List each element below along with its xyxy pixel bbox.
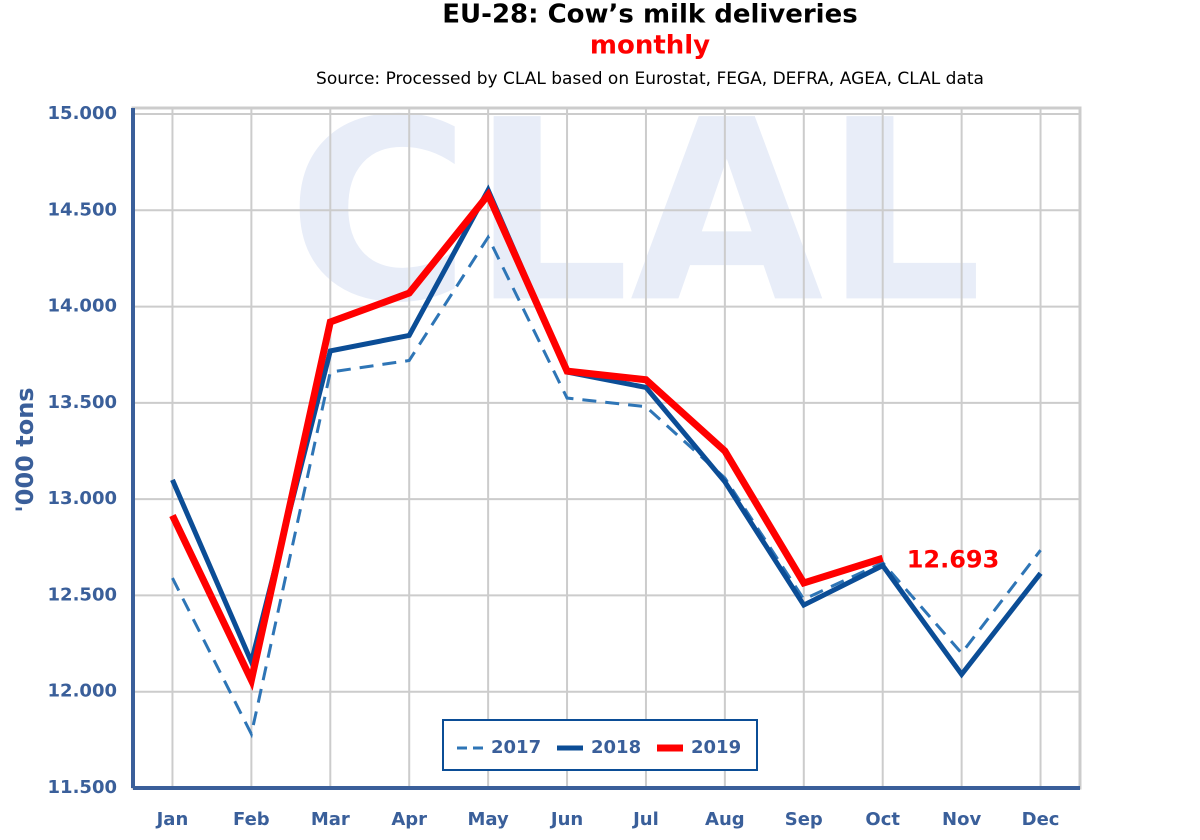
x-tick-label: Feb	[233, 809, 270, 830]
legend-label: 2018	[591, 737, 641, 758]
x-tick-label: Jul	[631, 809, 659, 830]
line-series	[170, 184, 1043, 679]
line-series	[169, 188, 884, 691]
chart-title: EU-28: Cow’s milk deliveries	[442, 0, 857, 30]
x-tick-label: Sep	[785, 809, 823, 830]
x-tick-label: Apr	[391, 809, 427, 830]
x-tick-label: Jun	[549, 809, 583, 830]
x-tick-label: May	[468, 809, 510, 830]
legend-label: 2017	[491, 737, 541, 758]
y-tick-label: 12.500	[48, 584, 117, 605]
legend-label: 2019	[691, 737, 741, 758]
y-tick-label: 13.000	[48, 488, 117, 509]
x-tick-label: Mar	[311, 809, 350, 830]
y-tick-label: 14.500	[48, 199, 117, 220]
y-tick-label: 11.500	[48, 777, 117, 798]
x-tick-label: Dec	[1022, 809, 1060, 830]
y-tick-label: 12.000	[48, 681, 117, 702]
y-axis-label: '000 tons	[11, 387, 39, 512]
chart-source: Source: Processed by CLAL based on Euros…	[316, 69, 984, 89]
y-tick-label: 15.000	[48, 103, 117, 124]
y-tick-label: 13.500	[48, 392, 117, 413]
x-tick-label: Jan	[155, 809, 189, 830]
watermark: CLAL	[287, 66, 983, 357]
data-label: 12.693	[907, 545, 1000, 573]
y-tick-label: 14.000	[48, 296, 117, 317]
chart-subtitle: monthly	[590, 31, 710, 61]
line-series	[171, 234, 1042, 739]
x-tick-label: Nov	[942, 809, 981, 830]
x-tick-label: Oct	[865, 809, 900, 830]
x-tick-label: Aug	[705, 809, 745, 830]
legend-box	[442, 719, 758, 771]
